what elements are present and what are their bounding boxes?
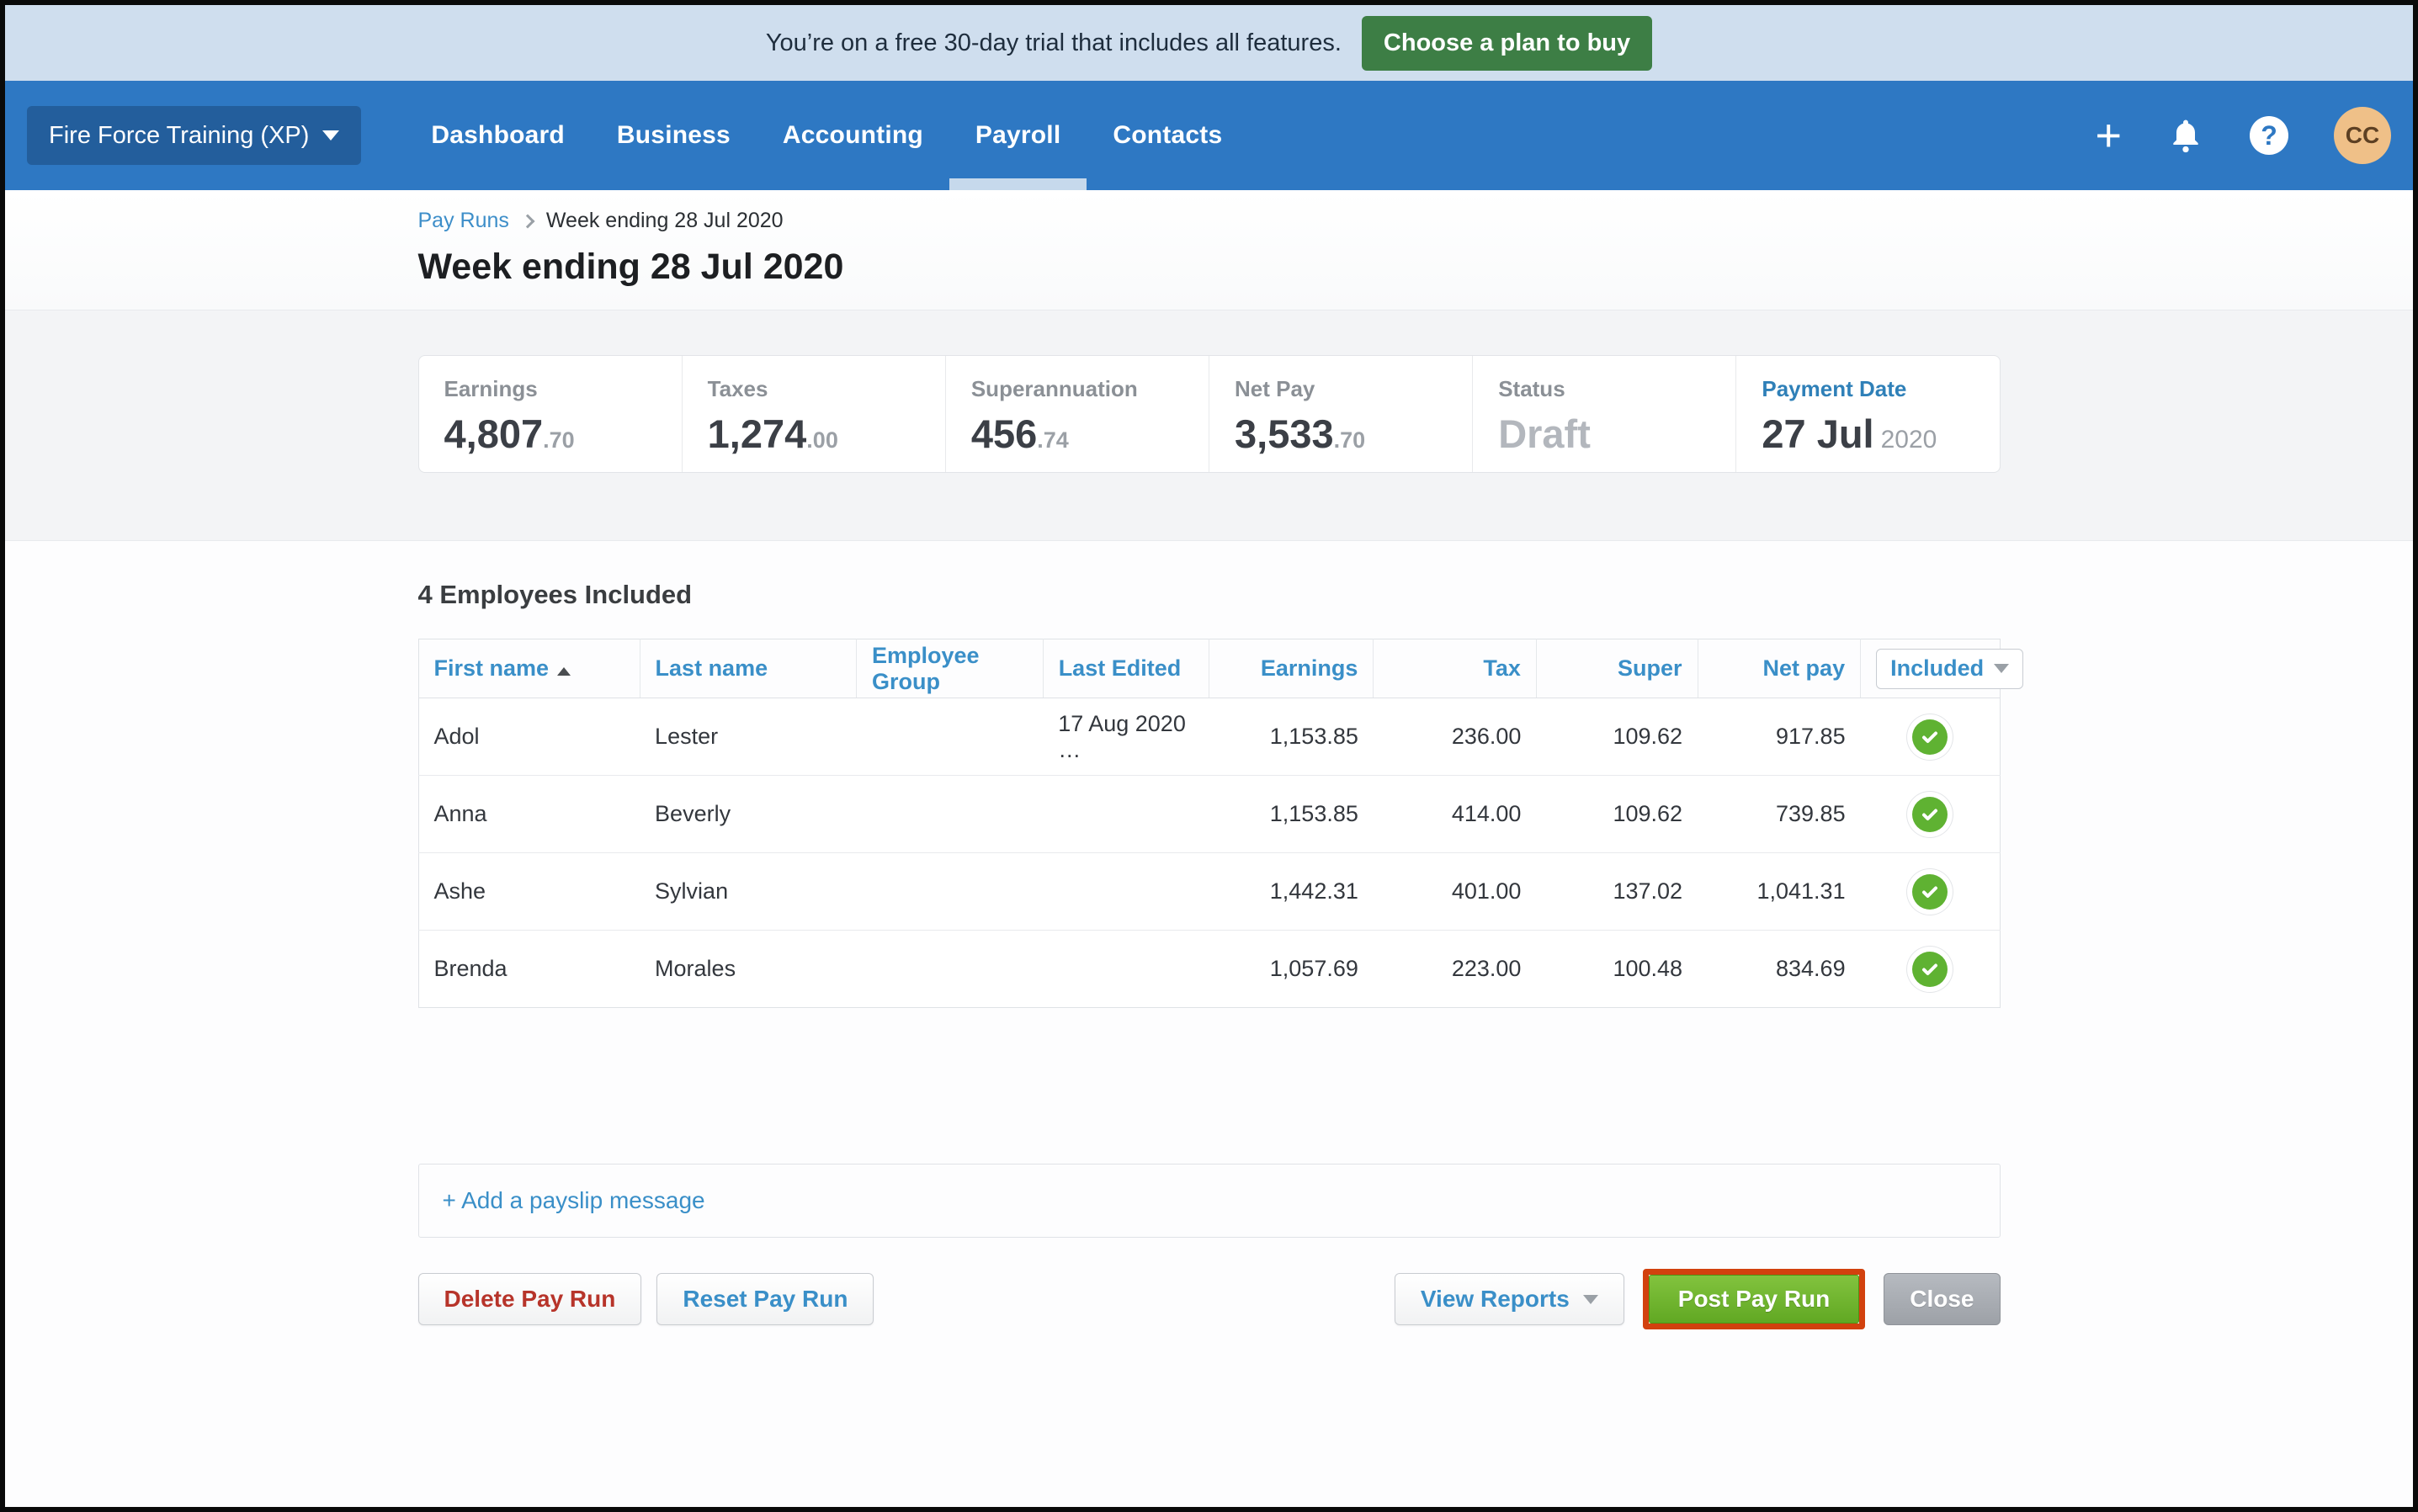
summary-band: Earnings 4,807.70 Taxes 1,274.00 Superan…	[5, 310, 2413, 541]
chevron-down-icon	[1582, 1294, 1598, 1304]
breadcrumb: Pay Runs Week ending 28 Jul 2020	[418, 209, 2001, 233]
help-icon[interactable]: ?	[2250, 116, 2288, 155]
close-button[interactable]: Close	[1884, 1273, 2001, 1325]
superannuation-decimal: .74	[1037, 427, 1069, 453]
nav-item-accounting[interactable]: Accounting	[782, 121, 923, 149]
table-header-row: First name Last name Employee Group Last…	[418, 639, 2024, 698]
included-check-icon[interactable]	[1912, 796, 1948, 832]
org-switcher[interactable]: Fire Force Training (XP)	[27, 106, 362, 165]
chevron-down-icon	[1994, 664, 2010, 673]
page-title: Week ending 28 Jul 2020	[417, 247, 844, 287]
employee-row[interactable]: Anna Beverly 1,153.85 414.00 109.62 739.…	[418, 775, 2000, 853]
add-icon[interactable]: +	[2095, 110, 2122, 161]
user-avatar[interactable]: CC	[2334, 107, 2391, 164]
post-pay-run-button[interactable]: Post Pay Run	[1648, 1275, 1860, 1324]
net-pay-value: 3,533	[1235, 411, 1334, 456]
chevron-down-icon	[322, 130, 340, 141]
summary-card-net-pay: Net Pay 3,533.70	[1209, 356, 1474, 472]
payment-date-label: Payment Date	[1762, 376, 1907, 401]
employees-heading: 4 Employees Included	[417, 580, 693, 609]
included-check-icon[interactable]	[1912, 951, 1948, 987]
employee-row[interactable]: Ashe Sylvian 1,442.31 401.00 137.02 1,04…	[418, 852, 2000, 931]
summary-card-status: Status Draft	[1473, 356, 1737, 472]
included-check-icon[interactable]	[1912, 873, 1948, 910]
col-header-tax[interactable]: Tax	[1373, 639, 1537, 698]
earnings-decimal: .70	[543, 427, 575, 453]
col-header-employee-group[interactable]: Employee Group	[856, 639, 1044, 698]
post-pay-run-highlight: Post Pay Run	[1642, 1269, 1866, 1329]
chevron-right-icon	[520, 214, 535, 228]
included-filter-button[interactable]: Included	[1876, 648, 2024, 689]
view-reports-label: View Reports	[1420, 1286, 1570, 1312]
nav-item-contacts[interactable]: Contacts	[1113, 121, 1223, 149]
notifications-bell-icon[interactable]	[2167, 116, 2204, 155]
col-header-net-pay[interactable]: Net pay	[1698, 639, 1862, 698]
add-payslip-message-link[interactable]: + Add a payslip message	[442, 1187, 705, 1213]
delete-pay-run-button[interactable]: Delete Pay Run	[417, 1273, 642, 1325]
payslip-message-box: + Add a payslip message	[417, 1164, 2001, 1238]
summary-card-earnings: Earnings 4,807.70	[419, 356, 683, 472]
summary-cards: Earnings 4,807.70 Taxes 1,274.00 Superan…	[417, 355, 2001, 473]
summary-card-superannuation: Superannuation 456.74	[946, 356, 1210, 472]
col-header-first-name[interactable]: First name	[418, 639, 640, 698]
taxes-label: Taxes	[707, 376, 768, 401]
sort-asc-icon	[557, 667, 571, 676]
nav-item-business[interactable]: Business	[616, 121, 731, 149]
payment-date-value: 27 Jul	[1762, 411, 1874, 456]
employee-row[interactable]: Brenda Morales 1,057.69 223.00 100.48 83…	[418, 930, 2000, 1008]
net-pay-label: Net Pay	[1235, 376, 1315, 401]
right-actions: View Reports Post Pay Run Close	[1394, 1269, 2001, 1329]
status-label: Status	[1498, 376, 1565, 401]
nav-item-dashboard[interactable]: Dashboard	[431, 121, 565, 149]
view-reports-button[interactable]: View Reports	[1394, 1273, 1624, 1325]
org-name: Fire Force Training (XP)	[49, 121, 310, 149]
nav-right-icons: + ? CC	[2095, 107, 2391, 164]
main-content: 4 Employees Included First name Last nam…	[417, 541, 2024, 1329]
superannuation-label: Superannuation	[970, 376, 1138, 401]
included-filter-label: Included	[1890, 655, 1985, 681]
included-check-icon[interactable]	[1912, 719, 1948, 755]
actions-row: Delete Pay Run Reset Pay Run View Report…	[417, 1269, 2001, 1329]
main-navbar: Fire Force Training (XP) Dashboard Busin…	[5, 81, 2413, 190]
col-header-included: Included	[1860, 639, 2024, 698]
taxes-value: 1,274	[707, 411, 807, 456]
status-value: Draft	[1498, 411, 1591, 456]
page-header: Pay Runs Week ending 28 Jul 2020 Week en…	[5, 190, 2413, 310]
employee-row[interactable]: Adol Lester 17 Aug 2020 … 1,153.85 236.0…	[418, 698, 2000, 776]
earnings-value: 4,807	[444, 411, 544, 456]
superannuation-value: 456	[970, 411, 1038, 456]
breadcrumb-pay-runs-link[interactable]: Pay Runs	[417, 209, 509, 232]
trial-message: You’re on a free 30-day trial that inclu…	[765, 29, 1342, 56]
choose-plan-button[interactable]: Choose a plan to buy	[1361, 15, 1653, 71]
trial-banner: You’re on a free 30-day trial that inclu…	[5, 5, 2413, 81]
col-header-last-name[interactable]: Last name	[640, 639, 857, 698]
breadcrumb-current: Week ending 28 Jul 2020	[545, 209, 784, 232]
col-header-earnings[interactable]: Earnings	[1209, 639, 1374, 698]
col-header-super[interactable]: Super	[1536, 639, 1698, 698]
reset-pay-run-button[interactable]: Reset Pay Run	[656, 1273, 874, 1325]
taxes-decimal: .00	[806, 427, 838, 453]
summary-card-taxes: Taxes 1,274.00	[683, 356, 946, 472]
earnings-label: Earnings	[444, 376, 538, 401]
payment-date-year: 2020	[1880, 426, 1937, 454]
employees-table: First name Last name Employee Group Last…	[417, 639, 2024, 1008]
nav-item-payroll[interactable]: Payroll	[949, 81, 1087, 190]
col-header-last-edited[interactable]: Last Edited	[1043, 639, 1209, 698]
net-pay-decimal: .70	[1333, 427, 1366, 453]
summary-card-payment-date[interactable]: Payment Date 27 Jul 2020	[1736, 356, 1999, 472]
nav-items: Dashboard Business Accounting Payroll Co…	[405, 81, 1248, 190]
